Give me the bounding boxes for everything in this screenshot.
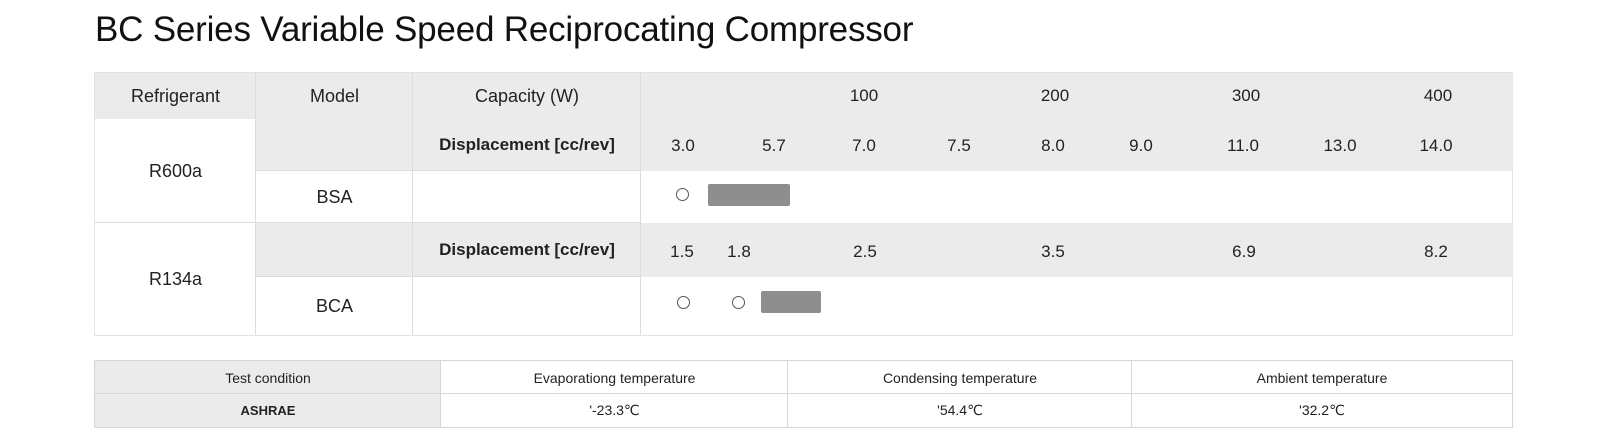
displacement-value: 7.5 [947,136,971,155]
bsa-circle-marker [676,188,689,201]
capacity-tick: 100 [849,86,879,105]
ambient-temp-value: '32.2℃ [1132,394,1512,427]
model-bca: BCA [256,277,413,335]
header-capacity: Capacity (W) [413,73,641,119]
capacity-scale [641,73,1513,119]
refrigerant-r600a: R600a [95,119,256,223]
displacement-value: 13.0 [1323,136,1357,155]
divider [256,276,641,277]
model-blank [256,223,413,277]
divider [412,73,413,335]
displacement-value: 5.7 [762,136,786,155]
condensing-temp-value: '54.4℃ [788,394,1132,427]
displacement-values-row [641,119,1513,171]
capacity-tick: 300 [1231,86,1261,105]
test-condition-table: Test condition Evaporationg temperature … [94,360,1513,428]
bca-circle-marker [732,296,745,309]
empty-cell [413,277,641,335]
displacement-value: 7.0 [852,136,876,155]
displacement-value: 9.0 [1129,136,1153,155]
divider [256,170,641,171]
divider [1131,361,1132,427]
displacement-values-row [641,223,1513,277]
divider [640,73,641,335]
displacement-value: 14.0 [1419,136,1453,155]
ashrae-label: ASHRAE [95,394,441,427]
divider [255,73,256,335]
capacity-tick: 400 [1423,86,1453,105]
displacement-value: 3.5 [1041,242,1065,261]
displacement-value: 3.0 [671,136,695,155]
page-title: BC Series Variable Speed Reciprocating C… [95,10,914,49]
compressor-table: Refrigerant Model Capacity (W) 100 200 3… [94,72,1513,336]
header-condensing-temp: Condensing temperature [788,361,1132,394]
evaporating-temp-value: '-23.3℃ [441,394,788,427]
bca-circle-marker [677,296,690,309]
divider [95,393,1512,394]
displacement-value: 8.0 [1041,136,1065,155]
displacement-label: Displacement [cc/rev] [413,223,641,277]
header-refrigerant: Refrigerant [95,73,256,119]
divider [95,222,256,223]
capacity-tick: 200 [1040,86,1070,105]
header-model: Model [256,73,413,119]
model-blank [256,119,413,171]
header-test-condition: Test condition [95,361,441,394]
divider [787,361,788,427]
displacement-value: 1.8 [727,242,751,261]
displacement-value: 8.2 [1424,242,1448,261]
displacement-value: 6.9 [1232,242,1256,261]
displacement-value: 11.0 [1227,136,1259,155]
header-ambient-temp: Ambient temperature [1132,361,1512,394]
bca-range-bar [761,291,821,313]
divider [256,222,641,223]
refrigerant-r134a: R134a [95,223,256,335]
bsa-range-bar [708,184,790,206]
empty-cell [413,171,641,223]
displacement-value: 1.5 [670,242,694,261]
displacement-label: Displacement [cc/rev] [413,119,641,171]
divider [440,361,441,427]
header-evaporating-temp: Evaporationg temperature [441,361,788,394]
displacement-value: 2.5 [853,242,877,261]
model-bsa: BSA [256,171,413,223]
